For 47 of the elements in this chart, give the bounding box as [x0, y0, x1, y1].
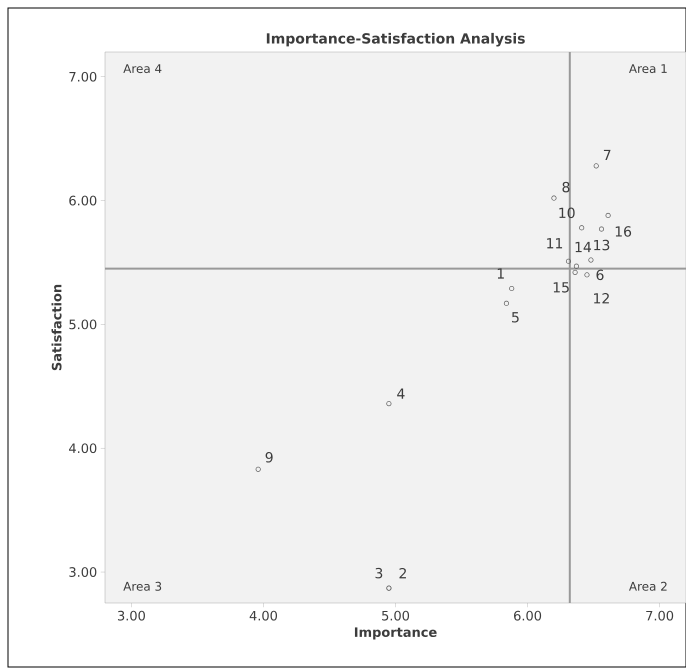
y-tick-label: 5.00 — [69, 320, 96, 330]
x-tick-label: 3.00 — [118, 610, 145, 621]
annotation: 11 — [547, 238, 562, 248]
point — [566, 258, 572, 264]
chart-title: Importance-Satisfaction Analysis — [266, 32, 525, 46]
x-tick-label: 7.00 — [646, 610, 674, 621]
y-tick-label: 7.00 — [69, 72, 96, 82]
annotation: 5 — [512, 312, 519, 323]
annotation: Area 3 — [123, 582, 162, 591]
x-axis-title: Importance — [354, 627, 437, 640]
annotation: 13 — [594, 240, 610, 250]
x-tick-label: 6.00 — [514, 610, 542, 621]
x-tick-label: 4.00 — [250, 610, 278, 621]
annotation: 4 — [397, 388, 405, 399]
point — [584, 272, 590, 278]
annotation: 12 — [594, 293, 609, 304]
point — [509, 286, 514, 292]
y-tick-label: 4.00 — [69, 443, 96, 454]
x-tick-label: 5.00 — [382, 610, 410, 621]
point — [598, 226, 604, 232]
annotation: 9 — [266, 452, 273, 463]
point — [572, 270, 578, 275]
annotation: 1 — [498, 268, 504, 279]
y-tick-label: 3.00 — [69, 567, 96, 577]
point — [504, 300, 509, 306]
point — [579, 225, 584, 230]
point — [606, 212, 611, 218]
annotation: Area 1 — [628, 64, 667, 74]
point — [594, 163, 599, 168]
annotation: 8 — [562, 182, 570, 192]
point — [588, 257, 594, 263]
annotation: 15 — [554, 282, 569, 293]
annotation: Area 4 — [123, 64, 162, 74]
point — [551, 196, 557, 201]
y-tick-label: 6.00 — [69, 196, 96, 206]
point — [256, 466, 261, 472]
y-axis-title: Satisfaction — [52, 284, 62, 370]
annotation: 3 — [376, 568, 382, 578]
point — [386, 401, 392, 406]
annotation: 16 — [616, 226, 632, 237]
point — [574, 264, 579, 269]
annotation: 14 — [576, 242, 592, 252]
annotation: 6 — [596, 270, 604, 280]
annotation: 10 — [559, 208, 575, 218]
annotation: 2 — [399, 568, 406, 578]
annotation: Area 2 — [628, 582, 667, 591]
annotation: 7 — [604, 150, 610, 160]
